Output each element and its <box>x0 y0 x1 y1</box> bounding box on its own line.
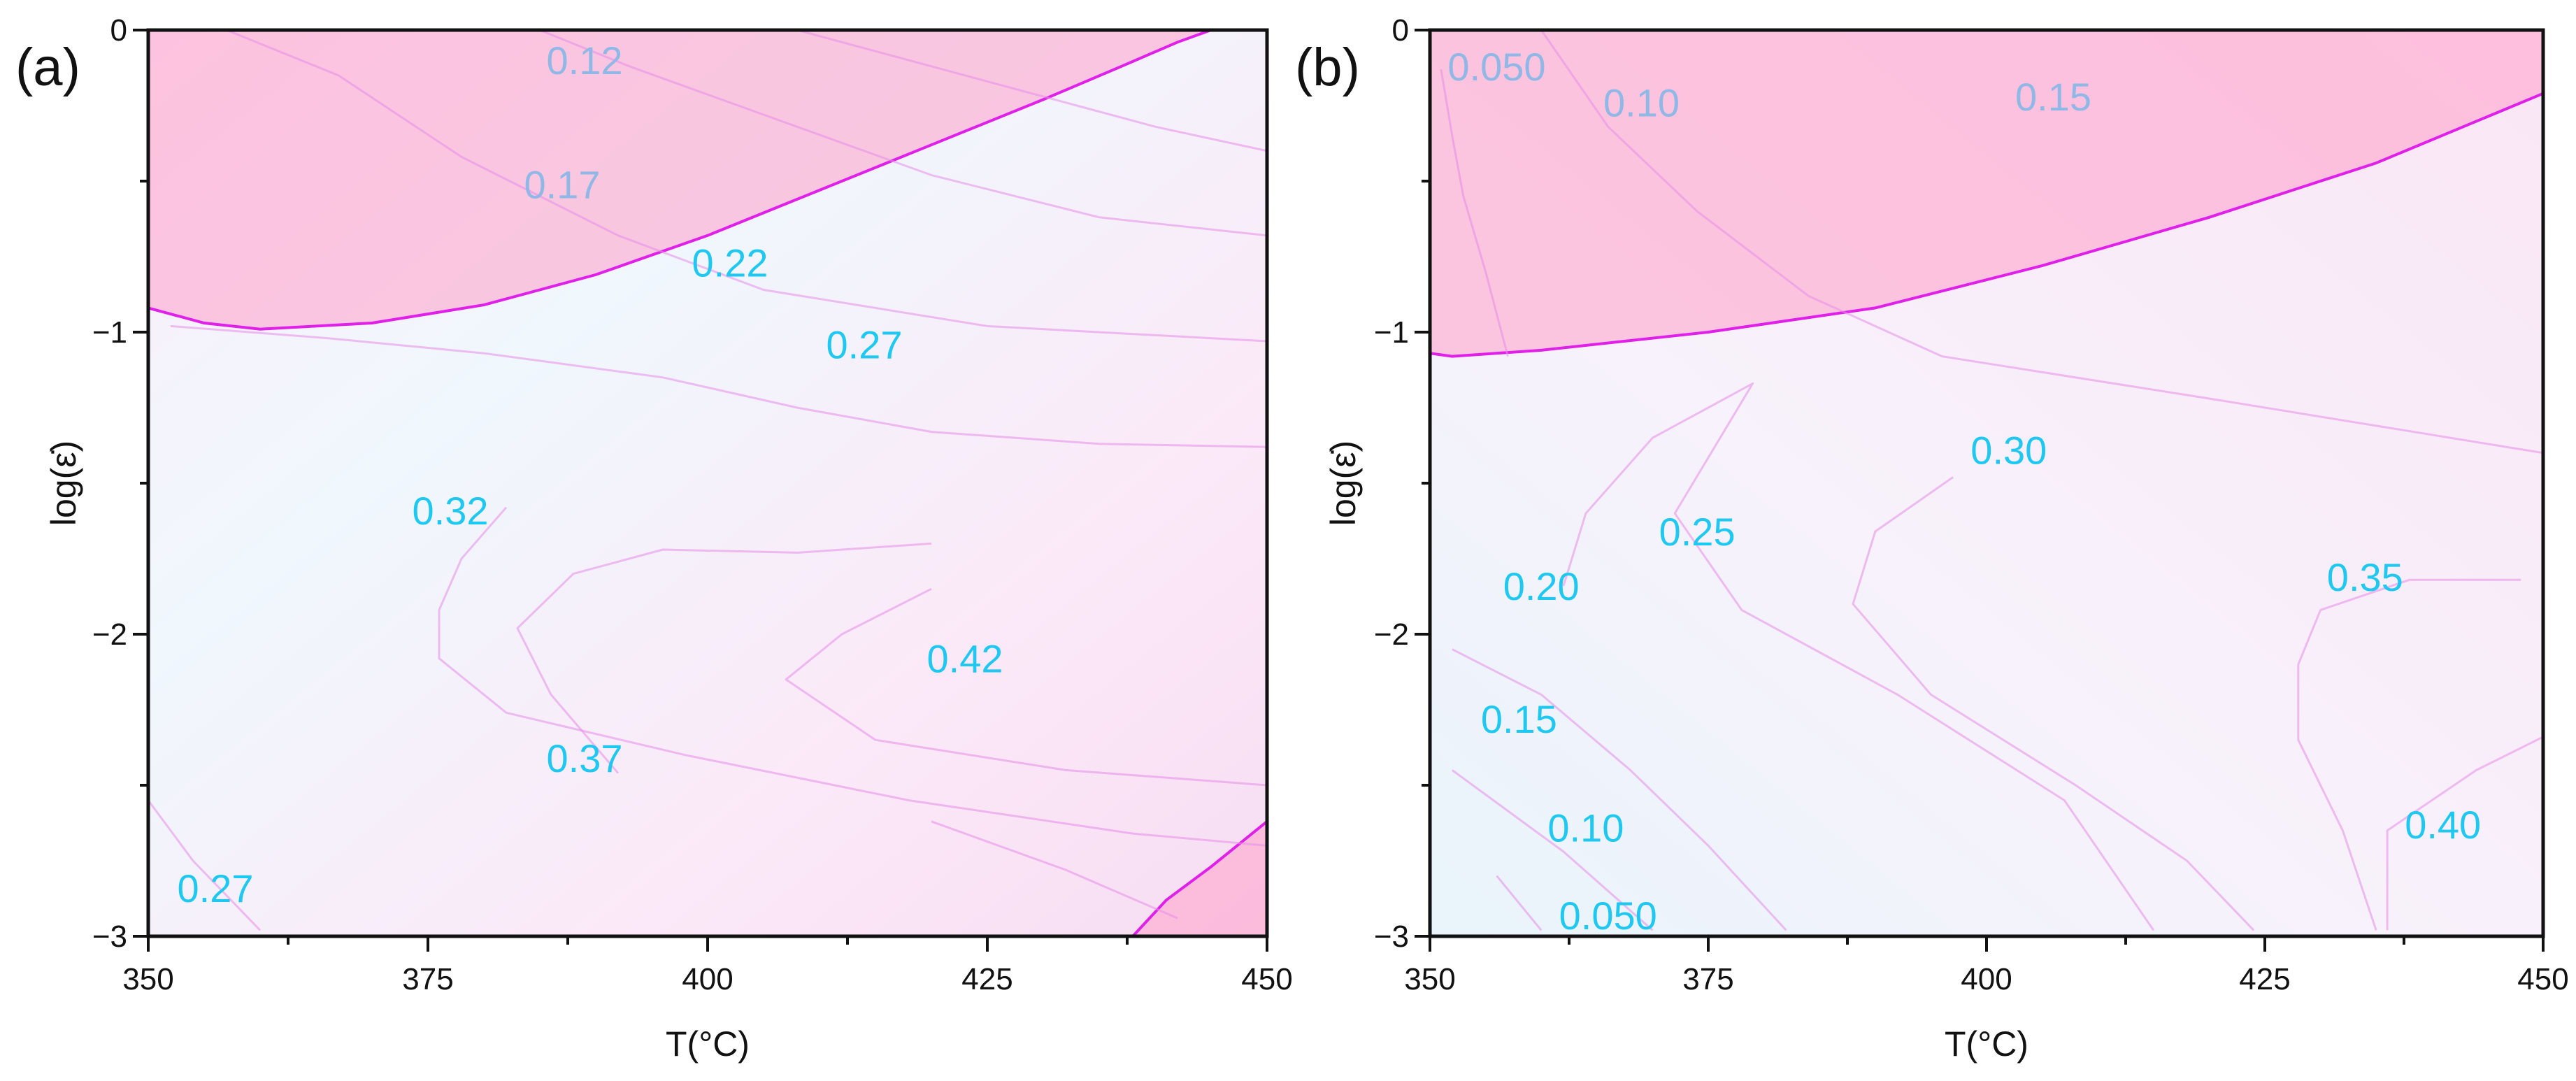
contour-line-a-9 <box>931 820 1178 919</box>
contour-line-a-6 <box>785 587 1267 787</box>
contour-label-b-8: 0.15 <box>1481 697 1557 741</box>
contour-label-a-8: 0.27 <box>178 866 254 910</box>
instability-regions-a <box>148 30 1267 936</box>
y-axis-a: 0 −1 −2 −3 <box>92 13 148 954</box>
x-tick-label-b-2: 400 <box>1961 962 2012 996</box>
contour-line-a-8 <box>148 799 262 931</box>
contour-line-b-8 <box>2297 578 2521 931</box>
panel-label-a: (a) <box>15 38 80 97</box>
y-tick-label-b-3: −3 <box>1374 919 1409 954</box>
y-axis-b: 0 −1 −2 −3 <box>1374 13 1430 954</box>
contour-label-b-2: 0.10 <box>1603 81 1680 125</box>
x-axis-a: 350 375 400 425 450 <box>122 936 1293 996</box>
contour-line-a-7 <box>516 542 932 774</box>
x-tick-label-a-1: 375 <box>402 962 453 996</box>
x-tick-label-a-2: 400 <box>682 962 733 996</box>
contour-labels-b: 0.050 0.10 0.15 0.30 0.25 0.20 0.35 0.15 0.40 0.1… <box>1447 45 2481 938</box>
contour-lines-a <box>148 30 1267 931</box>
x-tick-label-b-1: 375 <box>1682 962 1733 996</box>
contour-label-a-7: 0.37 <box>547 736 623 780</box>
contour-line-a-4 <box>170 324 1267 448</box>
contour-line-b-5 <box>1451 769 1654 931</box>
instability-region-a-1 <box>148 30 1211 329</box>
y-axis-title-a: log(ε̇) <box>44 441 83 526</box>
panel-b: (b) 0.050 0.10 0.15 0.30 0.25 0.20 0.35 0.15 0.4… <box>1295 13 2569 1064</box>
y-axis-title-b: log(ε̇) <box>1324 441 1363 526</box>
panel-a: (a) 0.12 0.17 0.22 0.27 0.32 0.42 0.37 0.27 350… <box>15 13 1293 1064</box>
x-axis-b: 350 375 400 425 450 <box>1404 936 2569 996</box>
instability-region-b-1 <box>1430 30 2543 357</box>
x-tick-label-a-0: 350 <box>122 962 173 996</box>
contour-label-a-4: 0.27 <box>827 322 903 366</box>
contour-label-b-6: 0.20 <box>1503 564 1580 608</box>
instability-regions-b <box>1430 30 2543 358</box>
contour-line-b-3 <box>1562 382 2155 931</box>
y-tick-label-b-1: −1 <box>1374 315 1409 350</box>
y-tick-label-a-2: −2 <box>92 617 127 652</box>
contour-label-b-7: 0.35 <box>2327 555 2403 599</box>
y-tick-label-a-0: 0 <box>110 13 127 48</box>
contour-label-b-9: 0.40 <box>2405 803 2481 847</box>
contour-line-a-5 <box>438 506 1267 847</box>
contour-line-b-2 <box>1540 30 2543 454</box>
contour-line-b-9 <box>2386 736 2543 931</box>
instability-boundary-a-1 <box>148 30 1212 331</box>
contour-line-b-4 <box>1452 648 1787 931</box>
contour-lines-b <box>1440 30 2543 931</box>
instability-boundary-b-1 <box>1430 92 2543 358</box>
contour-label-a-3: 0.22 <box>692 241 768 285</box>
contour-label-b-1: 0.050 <box>1447 45 1545 89</box>
y-tick-label-a-1: −1 <box>92 315 127 350</box>
contour-line-b-6 <box>1496 875 1543 931</box>
x-tick-label-a-4: 450 <box>1241 962 1292 996</box>
y-tick-label-b-0: 0 <box>1392 13 1409 48</box>
x-tick-label-b-0: 350 <box>1404 962 1455 996</box>
contour-labels-a: 0.12 0.17 0.22 0.27 0.32 0.42 0.37 0.27 <box>178 38 1003 910</box>
x-tick-label-b-3: 425 <box>2239 962 2290 996</box>
y-tick-label-b-2: −2 <box>1374 617 1409 652</box>
contour-label-a-1: 0.12 <box>547 38 623 83</box>
contour-label-b-4: 0.30 <box>1970 429 2047 473</box>
contour-label-b-11: 0.050 <box>1559 894 1657 938</box>
contour-label-b-5: 0.25 <box>1659 510 1736 554</box>
x-tick-label-a-3: 425 <box>961 962 1012 996</box>
contour-label-a-5: 0.32 <box>413 489 489 533</box>
contour-line-b-1 <box>1440 69 1509 357</box>
y-tick-label-a-3: −3 <box>92 919 127 954</box>
contour-line-a-3 <box>796 30 1267 152</box>
contour-line-a-2 <box>539 30 1267 237</box>
x-axis-title-a: T(°C) <box>666 1024 750 1064</box>
contour-label-b-3: 0.15 <box>2015 75 2091 119</box>
contour-label-b-10: 0.10 <box>1547 806 1624 850</box>
x-axis-title-b: T(°C) <box>1945 1024 2028 1064</box>
x-tick-label-b-4: 450 <box>2517 962 2568 996</box>
contour-line-b-7 <box>1852 476 2255 931</box>
contour-label-a-2: 0.17 <box>524 162 601 206</box>
contour-line-a-1 <box>226 30 1267 343</box>
contour-label-a-6: 0.42 <box>927 637 1003 681</box>
panel-label-b: (b) <box>1295 38 1360 97</box>
